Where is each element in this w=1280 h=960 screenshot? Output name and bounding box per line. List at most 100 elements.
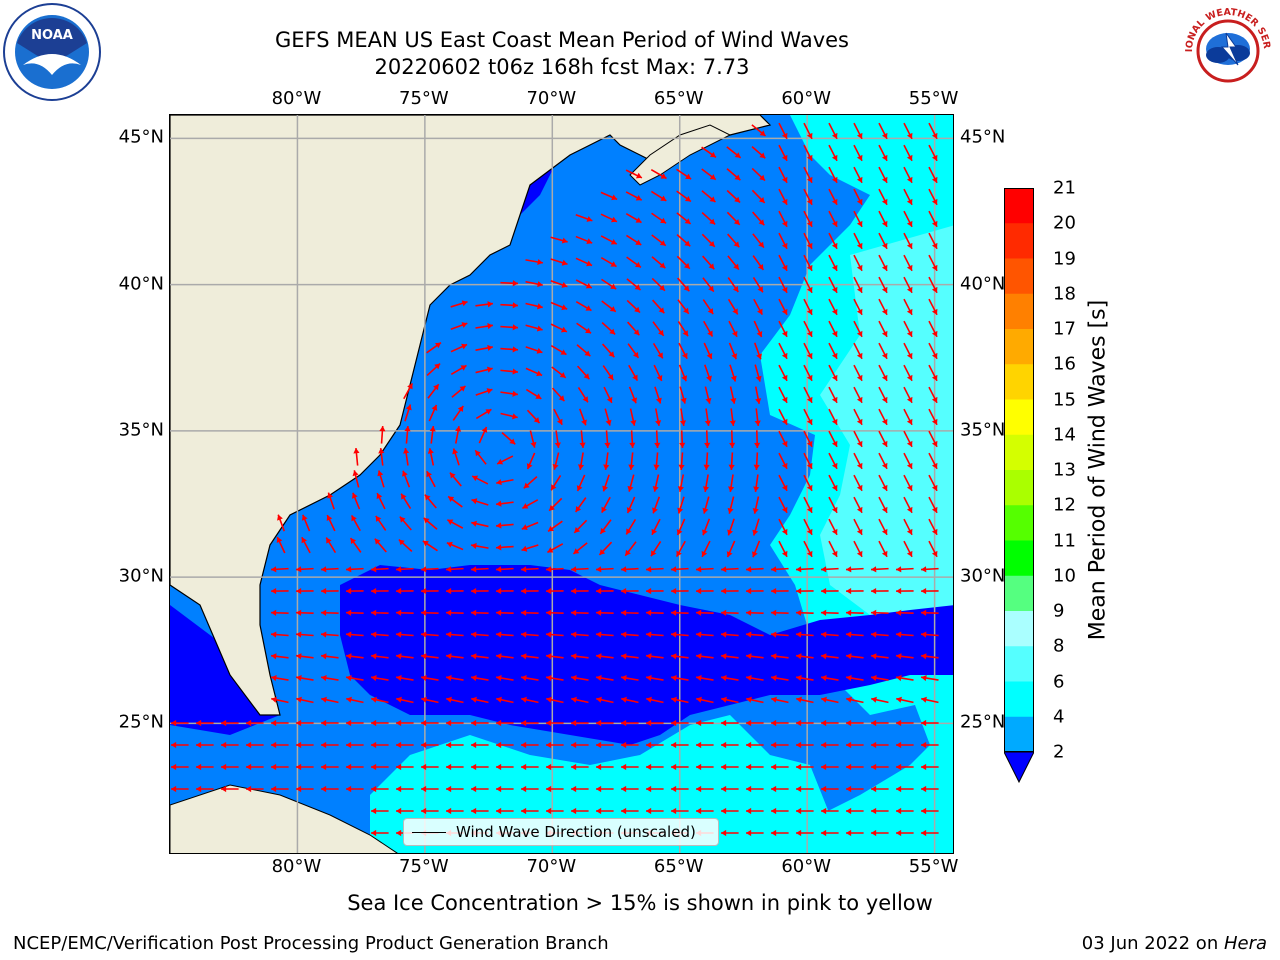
wave-direction-arrowhead <box>746 631 752 638</box>
wave-direction-arrowhead <box>721 696 727 703</box>
wave-direction-arrowhead <box>771 653 777 660</box>
wave-direction-arrowhead <box>781 550 788 557</box>
wave-direction-arrowhead <box>746 566 752 573</box>
wave-direction-arrowhead <box>621 587 627 595</box>
wave-direction-arrowhead <box>398 539 405 546</box>
wave-direction-arrowhead <box>753 464 760 470</box>
wave-direction-arrowhead <box>321 609 327 616</box>
wave-direction-arrowhead <box>421 674 427 682</box>
wave-direction-arrowhead <box>396 785 402 793</box>
wave-direction-arrowhead <box>606 396 613 403</box>
date-text: 03 Jun 2022 on <box>1081 933 1224 954</box>
wave-direction-arrowhead <box>702 529 708 536</box>
wave-direction-arrowhead <box>646 653 652 660</box>
wave-direction-arrowhead <box>746 696 752 703</box>
wave-direction-arrowhead <box>583 373 590 380</box>
wave-direction-arrowhead <box>931 396 938 403</box>
wave-direction-arrowhead <box>896 674 902 682</box>
wave-direction-arrowhead <box>651 550 657 557</box>
lat-tick-left: 40°N <box>118 273 164 295</box>
colorbar-tick-label: 17 <box>1053 318 1076 340</box>
wave-direction-arrowhead <box>446 541 453 548</box>
wave-direction-arrowhead <box>846 741 852 749</box>
wave-direction-arrowhead <box>684 218 691 224</box>
wave-direction-arrowhead <box>246 763 252 771</box>
map-panel <box>169 114 954 854</box>
wave-direction-arrowhead <box>696 763 702 771</box>
wave-direction-arrowhead <box>546 807 552 815</box>
wave-direction-arrowhead <box>671 566 677 573</box>
wave-direction-arrowhead <box>831 198 838 205</box>
wave-direction-arrowhead <box>696 566 702 573</box>
wave-direction-arrowhead <box>871 696 877 703</box>
wave-direction-arrowhead <box>856 220 863 227</box>
wave-direction-arrowhead <box>846 566 852 573</box>
wave-direction-arrowhead <box>351 492 358 499</box>
wave-direction-arrowhead <box>621 696 627 703</box>
wave-direction-arrowhead <box>846 653 852 660</box>
wave-direction-arrowhead <box>521 587 527 595</box>
wave-direction-arrowhead <box>571 719 577 727</box>
noaa-logo-icon: NOAA <box>3 3 101 101</box>
wave-direction-arrowhead <box>721 653 727 660</box>
wave-direction-arrowhead <box>246 785 252 793</box>
wave-direction-arrowhead <box>271 719 277 727</box>
wave-direction-arrowhead <box>696 785 702 793</box>
wave-direction-arrowhead <box>652 507 658 514</box>
wave-direction-arrowhead <box>671 674 677 682</box>
wave-direction-arrowhead <box>757 308 763 315</box>
wave-direction-arrowhead <box>296 609 302 616</box>
wave-direction-arrowhead <box>221 785 227 793</box>
wave-direction-arrowhead <box>871 674 877 682</box>
wave-direction-arrowhead <box>721 807 727 815</box>
wave-direction-arrowhead <box>821 587 827 595</box>
wave-direction-arrowhead <box>371 719 377 727</box>
wave-direction-arrowhead <box>271 566 277 573</box>
wave-direction-arrowhead <box>629 442 636 448</box>
wave-direction-arrowhead <box>221 719 227 727</box>
wave-direction-arrowhead <box>396 609 402 616</box>
wave-direction-arrowhead <box>906 418 913 425</box>
wave-direction-arrowhead <box>296 587 302 595</box>
wave-direction-arrowhead <box>475 450 481 457</box>
ocean-field-6-8s-east <box>820 225 953 675</box>
wave-direction-arrowhead <box>321 785 327 793</box>
wave-direction-arrowhead <box>521 545 528 552</box>
wave-direction-arrowhead <box>896 609 902 616</box>
lon-tick-top: 80°W <box>271 88 322 109</box>
wave-direction-arrowhead <box>396 653 402 660</box>
wave-direction-arrowhead <box>301 514 308 521</box>
wave-direction-arrowhead <box>371 763 377 771</box>
wave-direction-arrowhead <box>546 587 552 595</box>
wave-direction-arrowhead <box>931 176 938 183</box>
wave-direction-arrowhead <box>396 566 402 573</box>
wave-direction-arrowhead <box>521 696 527 703</box>
wave-direction-arrowhead <box>728 464 735 470</box>
wave-direction-arrowhead <box>471 542 477 550</box>
wave-direction-arrowhead <box>771 829 777 837</box>
wave-direction-arrowhead <box>446 763 452 771</box>
wave-direction-arrowhead <box>296 674 302 682</box>
lat-tick-right: 40°N <box>960 273 1006 295</box>
wave-direction-arrowhead <box>423 517 430 524</box>
wave-direction-arrowhead <box>771 763 777 771</box>
chart-subtitle: 20220602 t06z 168h fcst Max: 7.73 <box>374 55 750 79</box>
wave-direction-arrowhead <box>856 418 863 425</box>
wave-direction-arrowhead <box>696 609 702 616</box>
wave-direction-arrowhead <box>536 347 543 354</box>
wave-direction-arrowhead <box>571 631 577 638</box>
wave-direction-arrowhead <box>579 442 586 448</box>
wave-direction-arrowhead <box>746 741 752 749</box>
wave-direction-arrowhead <box>396 631 402 638</box>
wave-direction-arrowhead <box>752 529 759 536</box>
wave-direction-arrowhead <box>731 353 738 360</box>
wave-direction-arrowhead <box>730 375 737 382</box>
wave-direction-arrowhead <box>831 176 838 183</box>
wave-direction-arrowhead <box>635 217 642 223</box>
wave-direction-arrowhead <box>596 785 602 793</box>
colorbar-segment <box>1004 223 1034 259</box>
wave-direction-arrowhead <box>906 176 913 183</box>
wave-direction-arrowhead <box>921 631 927 638</box>
wave-direction-arrowhead <box>796 587 802 595</box>
wave-direction-arrowhead <box>881 374 888 381</box>
